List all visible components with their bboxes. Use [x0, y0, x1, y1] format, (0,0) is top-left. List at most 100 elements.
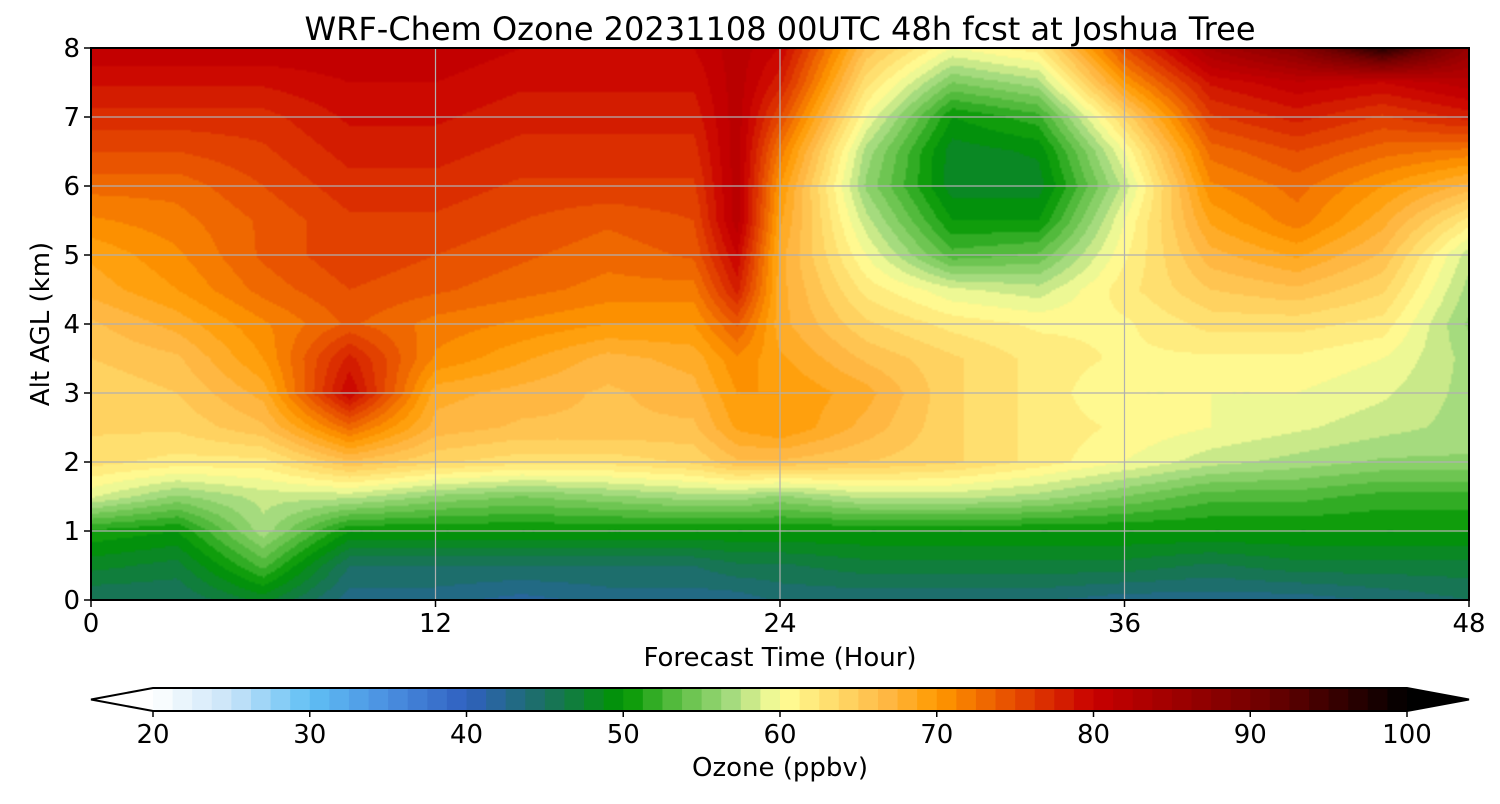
colorbar-segment [642, 688, 664, 711]
colorbar-segment [446, 688, 468, 711]
colorbar-segment [211, 688, 232, 711]
colorbar-segment [917, 688, 938, 711]
colorbar-segment [544, 688, 566, 711]
colorbar-ticks: 20 30 40 50 60 70 80 90 100 [136, 711, 1432, 750]
x-tick-label: 48 [1452, 609, 1485, 639]
colorbar-segment [1132, 688, 1153, 711]
colorbar-segment [1250, 688, 1271, 711]
colorbar-segment [740, 688, 762, 711]
colorbar-tick-label: 70 [920, 720, 953, 750]
colorbar-segments [90, 687, 1470, 712]
colorbar-segment [1367, 688, 1389, 711]
y-tick-label: 3 [63, 379, 80, 409]
colorbar-tick-label: 100 [1382, 720, 1432, 750]
colorbar-segment [348, 688, 370, 711]
colorbar-tick-label: 40 [450, 720, 483, 750]
colorbar-segment [838, 688, 859, 711]
colorbar-segment [1230, 688, 1251, 711]
colorbar-segment [662, 688, 683, 711]
y-axis-ticks: 0 1 2 3 4 5 6 7 8 [63, 34, 91, 616]
colorbar-segment [1328, 688, 1349, 711]
colorbar-segment [153, 688, 174, 711]
colorbar-segment [388, 688, 409, 711]
colorbar-segment [1093, 688, 1114, 711]
colorbar-segment [603, 688, 624, 711]
colorbar-segment [1269, 688, 1291, 711]
colorbar-tick-label: 90 [1234, 720, 1267, 750]
colorbar-segment [1387, 688, 1408, 711]
x-tick-label: 12 [419, 609, 452, 639]
colorbar-segment [505, 688, 526, 711]
colorbar-segment [858, 688, 879, 711]
y-axis-label: Alt AGL (km) [26, 242, 56, 406]
colorbar-segment [1054, 688, 1075, 711]
colorbar-segment [525, 688, 546, 711]
colorbar-segment [956, 688, 977, 711]
colorbar-segment [407, 688, 428, 711]
colorbar-segment [172, 688, 193, 711]
colorbar-segment [192, 688, 213, 711]
colorbar-segment [897, 688, 918, 711]
colorbar-segment [1073, 688, 1095, 711]
colorbar-segment [427, 688, 448, 711]
colorbar-segment [290, 688, 311, 711]
y-tick-label: 2 [63, 448, 80, 478]
colorbar-high-extension [1407, 688, 1469, 711]
y-tick-label: 8 [63, 34, 80, 64]
colorbar-segment [799, 688, 820, 711]
colorbar-segment [1113, 688, 1134, 711]
colorbar-tick-label: 20 [136, 720, 169, 750]
colorbar-tick-label: 80 [1077, 720, 1110, 750]
colorbar-segment [1289, 688, 1310, 711]
colorbar-tick-label: 60 [763, 720, 796, 750]
colorbar-segment [975, 688, 997, 711]
colorbar-segment [486, 688, 507, 711]
colorbar-segment [936, 688, 957, 711]
y-tick-label: 7 [63, 103, 80, 133]
colorbar-segment [682, 688, 703, 711]
colorbar-segment [819, 688, 840, 711]
colorbar-segment [721, 688, 742, 711]
x-tick-label: 0 [83, 609, 100, 639]
colorbar-segment [584, 688, 605, 711]
colorbar-tick-label: 50 [607, 720, 640, 750]
colorbar-segment [1152, 688, 1173, 711]
colorbar-segment [877, 688, 899, 711]
colorbar-segment [1348, 688, 1369, 711]
colorbar-segment [1015, 688, 1036, 711]
colorbar-segment [329, 688, 350, 711]
colorbar-segment [309, 688, 330, 711]
colorbar-segment [623, 688, 644, 711]
colorbar-segment [250, 688, 272, 711]
colorbar-segment [701, 688, 722, 711]
colorbar-segment [1309, 688, 1330, 711]
colorbar-segment [231, 688, 252, 711]
x-axis-ticks: 0 12 24 36 48 [83, 600, 1486, 639]
x-axis-label: Forecast Time (Hour) [643, 643, 916, 673]
colorbar-segment [760, 688, 781, 711]
colorbar-segment [1211, 688, 1232, 711]
colorbar-segment [368, 688, 389, 711]
chart-title: WRF-Chem Ozone 20231108 00UTC 48h fcst a… [304, 10, 1255, 48]
colorbar-segment [1034, 688, 1055, 711]
y-tick-label: 5 [63, 241, 80, 271]
colorbar-label: Ozone (ppbv) [692, 753, 868, 783]
x-tick-label: 36 [1108, 609, 1141, 639]
colorbar-tick-label: 30 [293, 720, 326, 750]
x-tick-label: 24 [763, 609, 796, 639]
y-tick-label: 6 [63, 172, 80, 202]
colorbar: 20 30 40 50 60 70 80 90 100 [90, 687, 1470, 750]
colorbar-segment [1191, 688, 1212, 711]
colorbar-segment [564, 688, 585, 711]
colorbar-segment [1171, 688, 1193, 711]
y-tick-label: 1 [63, 517, 80, 547]
colorbar-segment [780, 688, 801, 711]
colorbar-low-extension [91, 688, 153, 711]
colorbar-segment [466, 688, 487, 711]
y-tick-label: 0 [63, 586, 80, 616]
y-tick-label: 4 [63, 310, 80, 340]
colorbar-segment [995, 688, 1016, 711]
